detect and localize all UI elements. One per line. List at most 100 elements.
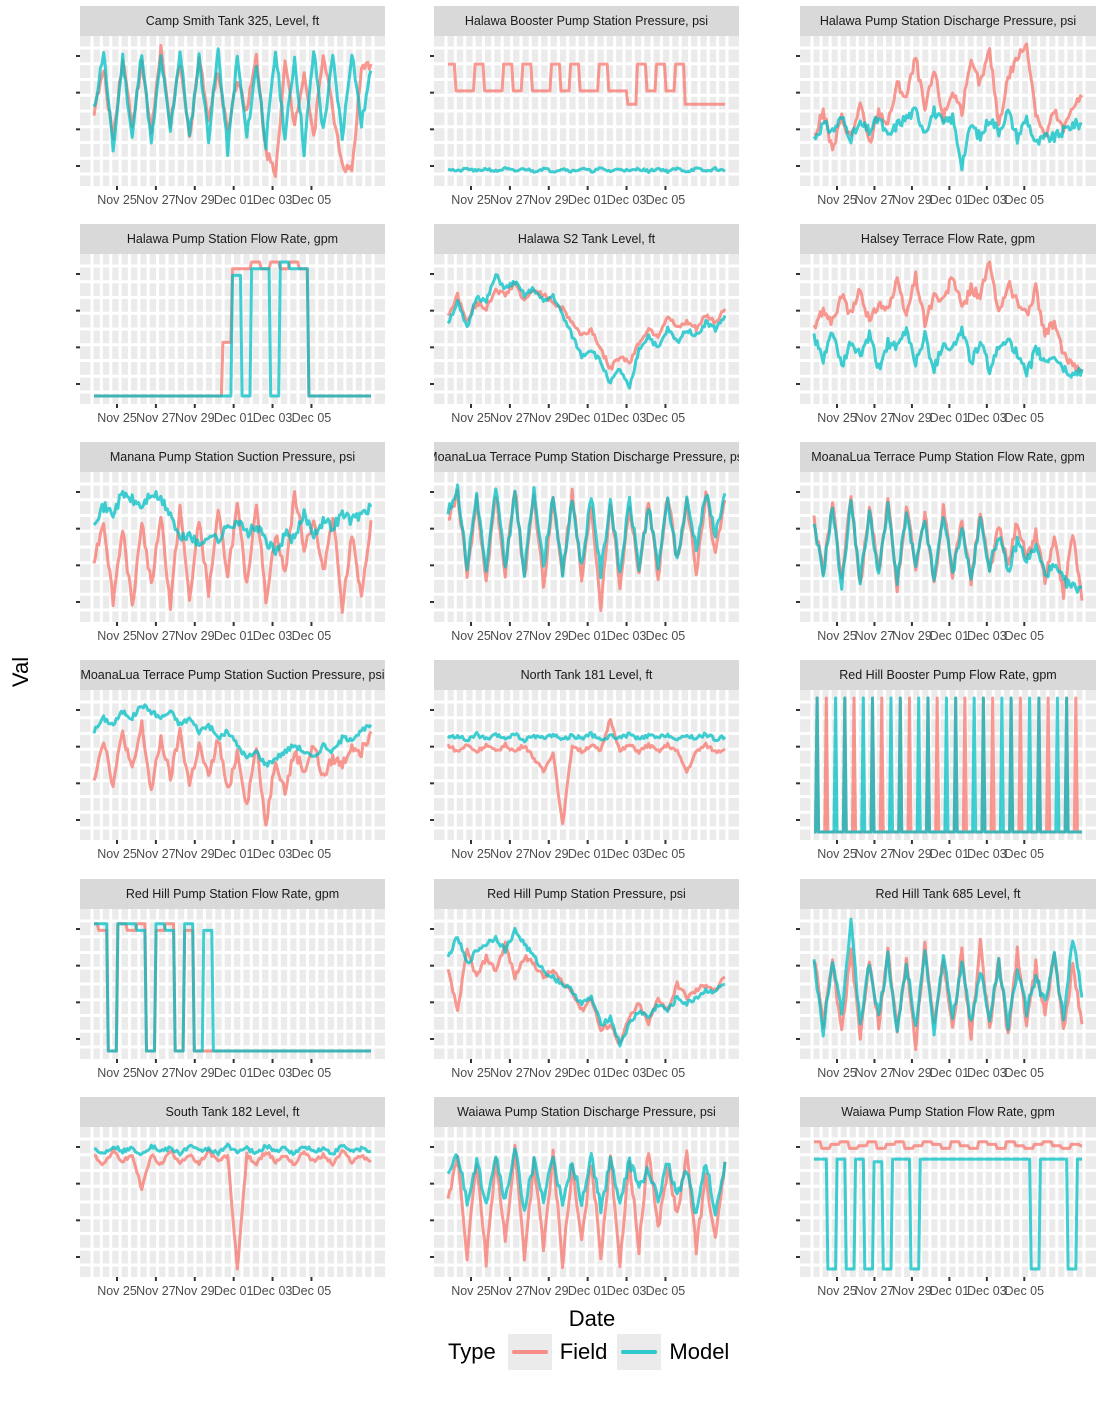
x-tick-label: Nov 29 <box>892 1066 932 1080</box>
series-line-model <box>812 917 1084 1038</box>
legend-key-field <box>507 1334 552 1370</box>
facet-title: Red Hill Booster Pump Flow Rate, gpm <box>839 668 1056 682</box>
x-tick-label: Dec 05 <box>646 1284 686 1298</box>
x-tick-label: Nov 25 <box>817 1284 857 1298</box>
x-tick-label: Nov 25 <box>451 1284 491 1298</box>
x-tick-label: Nov 27 <box>855 193 895 207</box>
x-tick-label: Dec 05 <box>1004 193 1044 207</box>
facet-strip <box>434 879 739 909</box>
series-line-field <box>814 1140 1082 1150</box>
series-line-model <box>93 1142 372 1157</box>
facet-panel: Halawa S2 Tank Level, ft Nov 25 Nov 27 Nov … <box>430 224 739 425</box>
x-tick-label: Nov 27 <box>490 847 530 861</box>
x-tick-label: Dec 03 <box>607 193 647 207</box>
x-tick-label: Nov 29 <box>529 193 569 207</box>
facet-panel: Red Hill Booster Pump Flow Rate, gpm Nov … <box>796 660 1096 861</box>
facet-panel: MoanaLua Terrace Pump Station Discharge … <box>430 442 739 643</box>
series-line-model <box>814 1157 1082 1271</box>
facet-title: Waiawa Pump Station Flow Rate, gpm <box>841 1105 1055 1119</box>
series-line-model <box>92 703 373 768</box>
x-tick-label: Nov 27 <box>136 1066 176 1080</box>
x-tick-label: Nov 27 <box>136 629 176 643</box>
facet-strip <box>434 442 739 472</box>
x-tick-label: Nov 25 <box>817 629 857 643</box>
x-tick-label: Nov 25 <box>97 847 137 861</box>
x-tick-label: Dec 01 <box>214 1284 254 1298</box>
x-tick-label: Dec 05 <box>646 847 686 861</box>
x-tick-label: Nov 27 <box>136 411 176 425</box>
series-line-model <box>447 165 726 175</box>
legend-title: Type <box>448 1339 496 1364</box>
series-line-model <box>92 47 373 158</box>
facet-panel: Halawa Pump Station Flow Rate, gpm Nov 25… <box>76 224 385 425</box>
x-tick-label: Dec 01 <box>214 847 254 861</box>
x-tick-label: Nov 29 <box>892 1284 932 1298</box>
x-tick-label: Nov 29 <box>175 193 215 207</box>
x-tick-label: Nov 25 <box>451 1066 491 1080</box>
facet-strip <box>80 660 385 690</box>
x-tick-label: Nov 27 <box>855 629 895 643</box>
facet-strip <box>800 660 1096 690</box>
x-tick-label: Dec 05 <box>1004 411 1044 425</box>
facet-title: Halawa Pump Station Discharge Pressure, … <box>820 14 1076 28</box>
facet-title: Red Hill Pump Station Pressure, psi <box>487 887 686 901</box>
facet-title: MoanaLua Terrace Pump Station Flow Rate,… <box>811 450 1085 464</box>
facet-title: Halawa Booster Pump Station Pressure, ps… <box>465 14 708 28</box>
x-tick-label: Nov 25 <box>817 411 857 425</box>
facet-strip <box>434 1097 739 1127</box>
facet-title: Halsey Terrace Flow Rate, gpm <box>861 232 1035 246</box>
x-tick-label: Dec 05 <box>292 1066 332 1080</box>
x-tick-label: Dec 01 <box>930 847 970 861</box>
x-tick-label: Nov 25 <box>817 193 857 207</box>
facet-strip <box>800 6 1096 36</box>
x-tick-label: Dec 03 <box>607 411 647 425</box>
facet-panel: Halawa Booster Pump Station Pressure, ps… <box>430 6 739 207</box>
facet-title: Manana Pump Station Suction Pressure, ps… <box>110 450 355 464</box>
series-line-field <box>448 62 725 106</box>
x-tick-label: Nov 29 <box>892 411 932 425</box>
x-tick-label: Dec 05 <box>1004 847 1044 861</box>
facet-strip <box>434 6 739 36</box>
x-tick-label: Dec 01 <box>568 193 608 207</box>
x-tick-label: Nov 29 <box>529 411 569 425</box>
x-tick-label: Dec 03 <box>253 847 293 861</box>
x-tick-label: Nov 27 <box>490 193 530 207</box>
facet-strip <box>800 224 1096 254</box>
x-tick-label: Nov 25 <box>97 411 137 425</box>
x-tick-label: Nov 27 <box>490 1284 530 1298</box>
facet-strip <box>80 6 385 36</box>
facet-panel: Halawa Pump Station Discharge Pressure, … <box>796 6 1096 207</box>
series-line-model <box>94 260 371 398</box>
series-line-model <box>92 489 373 557</box>
facet-strip <box>80 224 385 254</box>
x-tick-label: Dec 03 <box>967 1284 1007 1298</box>
series-line-field <box>446 281 727 371</box>
x-tick-label: Dec 05 <box>646 1066 686 1080</box>
x-tick-label: Nov 29 <box>529 1066 569 1080</box>
series-line-field <box>94 1147 372 1271</box>
x-tick-label: Nov 25 <box>451 411 491 425</box>
x-tick-label: Dec 03 <box>967 411 1007 425</box>
x-tick-label: Nov 25 <box>817 847 857 861</box>
series-line-field <box>446 717 726 825</box>
facet-panel: MoanaLua Terrace Pump Station Suction Pr… <box>76 660 385 861</box>
x-tick-label: Dec 01 <box>568 1066 608 1080</box>
series-line-field <box>813 42 1084 152</box>
x-tick-label: Dec 05 <box>292 1284 332 1298</box>
legend-item-model: Model <box>617 1334 729 1370</box>
facet-title: MoanaLua Terrace Pump Station Suction Pr… <box>80 668 384 682</box>
facet-title: Halawa S2 Tank Level, ft <box>518 232 656 246</box>
x-tick-label: Dec 01 <box>930 1066 970 1080</box>
x-tick-label: Dec 03 <box>607 847 647 861</box>
series-line-model <box>446 483 727 580</box>
series-line-field <box>92 719 373 827</box>
facet-title: Waiawa Pump Station Discharge Pressure, … <box>457 1105 716 1119</box>
x-tick-label: Nov 29 <box>892 629 932 643</box>
legend-label-field: Field <box>559 1339 608 1364</box>
x-tick-label: Dec 01 <box>214 629 254 643</box>
x-tick-label: Dec 03 <box>253 193 293 207</box>
x-tick-label: Dec 01 <box>568 629 608 643</box>
x-tick-label: Nov 25 <box>97 1066 137 1080</box>
